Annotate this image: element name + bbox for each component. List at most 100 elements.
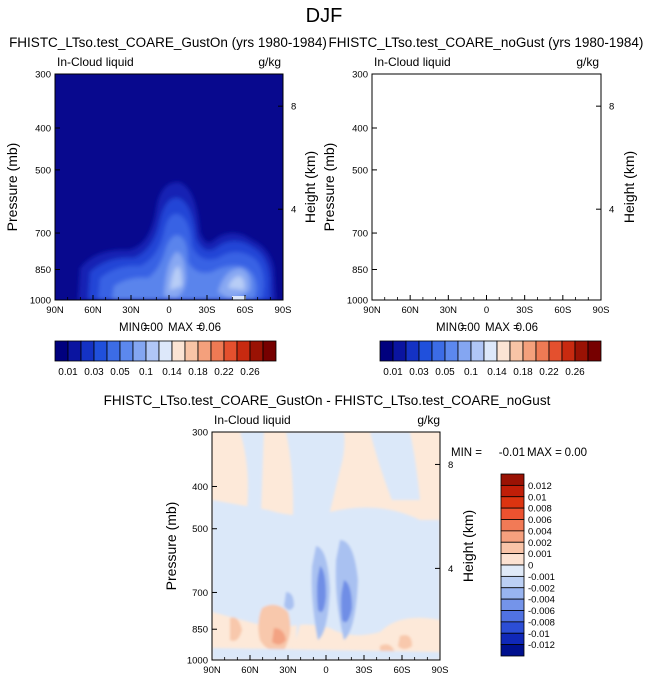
panel-b-variable-label: In-Cloud liquid [374,55,451,69]
ytick-label: 500 [35,165,51,176]
panel-c-ylabel: Pressure (mb) [163,502,179,591]
panel-a-y2label: Height (km) [302,151,318,223]
colorbar-swatch [561,340,576,362]
ytick-label: 850 [352,265,368,276]
colorbar-swatch [249,340,264,362]
colorbar-swatch [80,340,95,362]
ytick-label: 1000 [347,296,368,307]
xtick-label: 90N [363,305,381,316]
panel-c-positive-region-2 [272,628,286,645]
colorbar-diff-label: 0 [528,561,533,572]
panel-a-title: FHISTC_LTso.test_COARE_GustOn (yrs 1980-… [9,35,327,50]
colorbar-swatch [132,340,147,362]
ytick-label: 400 [35,124,51,135]
panel-c-negative-region-5 [222,560,279,604]
colorbar-label: 0.03 [409,367,429,378]
colorbar-swatch [587,340,602,362]
colorbar-b: 0.01 0.03 0.05 0.1 0.14 0.18 0.22 0.26 [379,340,602,378]
colorbar-label: 0.22 [214,367,234,378]
colorbar-diff-label: -0.01 [528,629,550,640]
ytick-label: 400 [192,482,208,493]
colorbar-diff-swatch [500,484,525,498]
colorbar-swatch [405,340,420,362]
colorbar-diff-swatch [500,644,525,657]
panel-a-units-label: g/kg [258,55,281,69]
colorbar-swatch [54,340,69,362]
panel-c-min-label: MIN = [451,447,482,459]
colorbar-label: 0.05 [435,367,455,378]
colorbar-diff-swatch [500,621,525,634]
xtick-label: 90S [275,305,292,316]
panel-b-contour-level-4 [429,235,573,300]
panel-a-field [55,74,283,300]
panel-b-contour-level-3 [415,214,581,300]
xtick-label: 90S [593,305,610,316]
panel-a-ylabel: Pressure (mb) [4,143,20,232]
colorbar-swatch [392,340,407,362]
panel-no-gust: FHISTC_LTso.test_COARE_noGust (yrs 1980-… [321,35,643,334]
colorbar-diff-label: 0.004 [528,526,552,537]
y2tick-label: 8 [609,102,614,113]
panel-b-ylabel: Pressure (mb) [321,143,337,232]
xtick-label: 30S [199,305,216,316]
xtick-label: 30N [122,305,140,316]
panel-c-y2label: Height (km) [460,510,476,582]
xtick-label: 90N [203,665,221,676]
colorbar-label: 0.14 [487,367,507,378]
ytick-label: 300 [35,70,51,81]
colorbar-swatch [470,340,485,362]
colorbar-label: 0.14 [162,367,182,378]
panel-c-positive-region-1 [258,604,291,651]
panel-c-yticks: 300 400 500 700 850 1000 [187,428,217,667]
y2tick-label: 4 [291,205,296,216]
colorbar-swatch [184,340,199,362]
panel-b-contour-level-1 [395,182,593,300]
y2tick-label: 8 [448,460,453,471]
panel-a-yticks: 300 400 500 700 850 1000 [30,70,60,307]
colorbar-diff-label: 0.008 [528,504,552,515]
panel-a-surface-highlight [232,296,246,300]
colorbar-label: 0.01 [383,367,403,378]
xtick-label: 60S [554,305,571,316]
y2tick-label: 8 [291,102,296,113]
colorbar-swatch [574,340,589,362]
panel-c-negative-region-9 [317,566,326,613]
colorbar-label: 0.26 [565,367,585,378]
colorbar-diff-label: -0.001 [528,572,555,583]
xtick-label: 60N [401,305,419,316]
colorbar-diff-label: -0.004 [528,595,555,606]
ytick-label: 1000 [187,656,208,667]
colorbar-diff-swatch [500,473,525,486]
ytick-label: 400 [352,124,368,135]
colorbar-label: 0.1 [464,367,478,378]
panel-b-title: FHISTC_LTso.test_COARE_noGust (yrs 1980-… [329,35,644,50]
panel-b-frame [371,73,602,301]
xtick-label: 60N [241,665,259,676]
panel-b-min-label: MIN = [436,322,467,334]
colorbar-swatch [418,340,433,362]
colorbar-swatch [93,340,108,362]
ytick-label: 500 [352,165,368,176]
colorbar-label: 0.05 [110,367,130,378]
colorbar-diff-label: 0.01 [528,492,547,503]
colorbar-diff-swatch [500,530,525,543]
panel-difference: FHISTC_LTso.test_COARE_GustOn - FHISTC_L… [104,393,587,676]
ytick-label: 500 [192,524,208,535]
panel-a-contour-level-6 [170,266,245,290]
colorbar-label: 0.1 [139,367,153,378]
xtick-label: 60N [84,305,102,316]
ytick-label: 850 [192,625,208,636]
ytick-label: 700 [35,229,51,240]
colorbar-diff-label: 0.002 [528,538,552,549]
panel-a-max-value: 0.06 [199,322,221,334]
panel-c-negative-region-12 [212,648,440,660]
xtick-label: 30S [516,305,533,316]
panel-a-max-label: MAX = [168,322,203,334]
panel-b-field [372,74,601,300]
panel-a-min-value: 0.00 [141,322,163,334]
colorbar-label: 0.26 [240,367,260,378]
colorbar-diff-swatch [500,564,525,577]
colorbar-swatch [444,340,459,362]
y2tick-label: 4 [609,205,614,216]
